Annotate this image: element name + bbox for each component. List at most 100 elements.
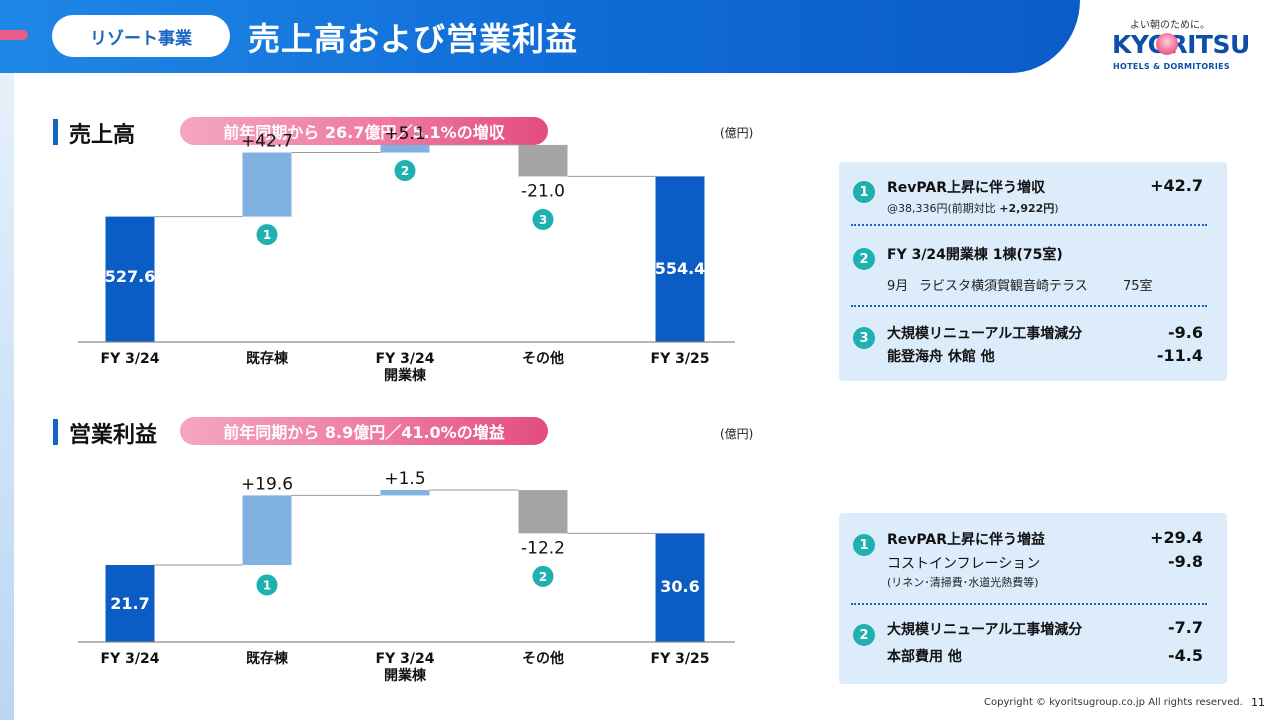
section-title-sales: 売上高 (69, 123, 136, 148)
data-label: 30.6 (660, 577, 699, 596)
section-marker-sales (53, 119, 58, 145)
marker-1: 1 (853, 534, 875, 556)
sales-item2-hotel: ラビスタ横須賀観音崎テラス (919, 279, 1088, 294)
sales-item2-title: FY 3/24開業棟 1棟(75室) (887, 247, 1063, 263)
left-gradient-strip (0, 72, 14, 720)
segment-pill: リゾート事業 (52, 15, 230, 57)
bar (380, 144, 430, 153)
page-title: 売上高および営業利益 (248, 20, 579, 58)
data-label: +5.1 (384, 124, 425, 144)
sales-item2-month: 9月 (887, 279, 909, 294)
marker-circle (394, 160, 416, 182)
bar (242, 152, 292, 217)
marker-2: 2 (853, 624, 875, 646)
bar (242, 495, 292, 565)
marker-number: 2 (401, 164, 409, 178)
sales-item1-note: @38,336円(前期対比 +2,922円) (887, 200, 1059, 216)
note-prefix: @38,336円(前期対比 (887, 202, 1000, 215)
category-label-line: その他 (522, 650, 564, 667)
category-label: FY 3/25 (651, 351, 710, 367)
sales-breakdown-box: 1 RevPAR上昇に伴う増収 +42.7 @38,336円(前期対比 +2,9… (839, 162, 1227, 381)
category-label: FY 3/24 (101, 651, 160, 667)
note-suffix: ) (1054, 202, 1059, 215)
profit-item1-note: (リネン･清掃費･水道光熱費等) (887, 576, 1039, 589)
category-label: FY 3/24 (101, 351, 160, 367)
header-accent-tab (0, 30, 28, 40)
marker-circle (256, 574, 278, 596)
logo-subline: HOTELS & DORMITORIES (1113, 62, 1230, 71)
sales-item3-value2: -11.4 (1156, 346, 1203, 365)
category-label-line: 開業棟 (384, 367, 427, 384)
logo-tagline: よい朝のために。 (1130, 20, 1210, 31)
category-label-line: 開業棟 (384, 667, 427, 684)
divider (851, 224, 1207, 226)
category-label: FY 3/24 開業棟 (376, 351, 435, 384)
data-label: +42.7 (241, 132, 293, 152)
marker-circle (532, 565, 554, 587)
category-label: 既存棟 (246, 650, 289, 667)
profit-item2-value2: -4.5 (1168, 646, 1203, 665)
profit-item2-line1: 大規模リニューアル工事増減分 (887, 622, 1083, 638)
bar (655, 533, 705, 642)
profit-breakdown-box: 1 RevPAR上昇に伴う増益 +29.4 コストインフレーション -9.8 (… (839, 513, 1227, 684)
data-label: -21.0 (521, 181, 565, 201)
page-number: 11 (1251, 696, 1265, 709)
marker-1: 1 (853, 181, 875, 203)
marker-number: 3 (539, 213, 547, 227)
profit-item1-value1: +29.4 (1150, 528, 1203, 547)
sun-icon (1156, 33, 1178, 55)
logo-wordmark: KYORITSU (1112, 30, 1250, 59)
marker-number: 1 (263, 578, 271, 592)
profit-unit-label: (億円) (720, 427, 754, 441)
category-label-line: FY 3/24 (101, 651, 160, 667)
sales-item1-title: RevPAR上昇に伴う増収 (887, 180, 1045, 196)
data-label: 554.4 (655, 259, 706, 278)
note-bold: +2,922円 (999, 202, 1055, 215)
sales-unit-label: (億円) (720, 126, 754, 140)
sales-summary-pill: 前年同期から 26.7億円／5.1%の増収 (180, 117, 548, 145)
sales-item2-rooms: 75室 (1123, 279, 1153, 294)
category-label: その他 (522, 650, 564, 667)
category-label: 既存棟 (246, 350, 289, 367)
profit-item2-line2: 本部費用 他 (887, 649, 962, 665)
category-label-line: FY 3/25 (651, 351, 710, 367)
bar (105, 564, 155, 642)
profit-item1-line2: コストインフレーション (887, 556, 1041, 572)
data-label: +19.6 (241, 474, 293, 494)
category-label-line: FY 3/25 (651, 651, 710, 667)
company-logo: よい朝のために。 KYORITSU HOTELS & DORMITORIES (1108, 16, 1250, 74)
data-label: 527.6 (105, 267, 156, 286)
divider (851, 603, 1207, 605)
category-label: FY 3/24 開業棟 (376, 651, 435, 684)
data-label: -12.2 (521, 538, 565, 558)
copyright-text: Copyright © kyoritsugroup.co.jp All righ… (984, 697, 1243, 708)
marker-number: 2 (539, 570, 547, 584)
category-label-line: 既存棟 (246, 350, 289, 367)
sales-item3-line1: 大規模リニューアル工事増減分 (887, 326, 1083, 342)
data-label: +1.5 (384, 469, 425, 489)
section-title-profit: 営業利益 (69, 423, 158, 448)
category-label-line: FY 3/24 (376, 351, 435, 367)
divider (851, 305, 1207, 307)
bar (518, 490, 568, 534)
sales-item1-value: +42.7 (1150, 176, 1203, 195)
marker-2: 2 (853, 248, 875, 270)
sales-item3-value1: -9.6 (1168, 323, 1203, 342)
data-label: 21.7 (110, 594, 149, 613)
category-label-line: その他 (522, 350, 564, 367)
marker-number: 1 (263, 228, 271, 242)
bar (655, 176, 705, 342)
category-label-line: FY 3/24 (376, 651, 435, 667)
category-label: その他 (522, 350, 564, 367)
marker-3: 3 (853, 327, 875, 349)
marker-circle (256, 224, 278, 246)
bar (380, 490, 430, 496)
marker-circle (532, 208, 554, 230)
bar (105, 216, 155, 342)
category-label-line: 既存棟 (246, 650, 289, 667)
profit-item1-value2: -9.8 (1168, 552, 1203, 571)
category-label: FY 3/25 (651, 651, 710, 667)
sales-item3-line2: 能登海舟 休館 他 (887, 349, 995, 365)
